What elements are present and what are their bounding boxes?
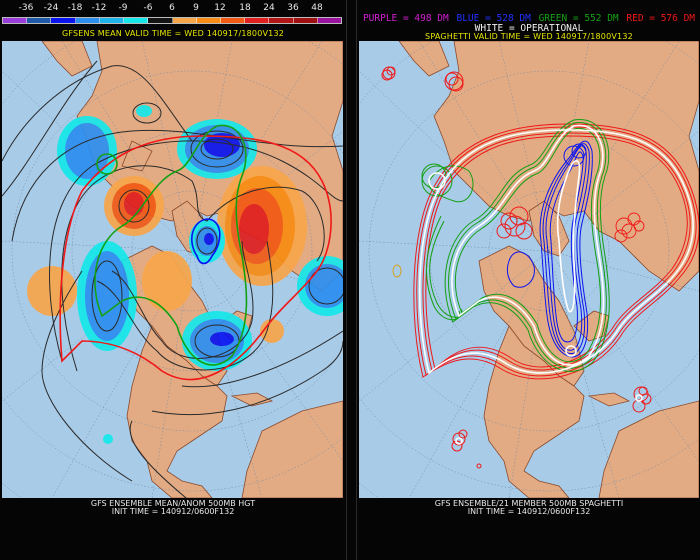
- legend-purple-498dm: PURPLE = 498 DM: [362, 13, 449, 24]
- legend-swatch: [148, 18, 173, 23]
- legend-color-bar: [2, 17, 342, 24]
- legend-tick: -24: [43, 3, 59, 13]
- ensemble-mean-panel: -36 -24 -18 -12 -9 -6 6 9 12 18 24 36 48…: [0, 0, 347, 560]
- spaghetti-498dm-isolated: [392, 264, 402, 278]
- legend-tick: 12: [214, 3, 226, 13]
- legend-swatch: [293, 18, 318, 23]
- height-contours: [2, 60, 343, 498]
- map-caption-init-time: INIT TIME = 140912/0600F132: [111, 507, 235, 516]
- spaghetti-528dm-blue: [506, 140, 593, 358]
- key-contours: [59, 124, 332, 381]
- legend-tick: -18: [67, 3, 83, 13]
- legend-swatch: [220, 18, 246, 23]
- operational-run-contours: [418, 124, 694, 445]
- legend-swatch: [269, 18, 294, 23]
- legend-swatch: [317, 18, 342, 23]
- legend-tick: -6: [143, 3, 153, 13]
- legend-swatch: [124, 18, 149, 23]
- legend-swatch: [27, 18, 52, 23]
- legend-tick: 9: [193, 3, 199, 13]
- legend-swatch: [3, 18, 28, 23]
- anomaly-color-legend: -36 -24 -18 -12 -9 -6 6 9 12 18 24 36 48: [2, 2, 342, 26]
- contour-528dm-blue: [191, 218, 221, 265]
- legend-tick-labels: -36 -24 -18 -12 -9 -6 6 9 12 18 24 36 48: [2, 2, 342, 15]
- legend-red-576dm: RED = 576 DM: [626, 13, 696, 24]
- map-caption-title: GFS ENSEMBLE MEAN/ANOM 500MB HGT: [90, 499, 256, 508]
- valid-time-label: SPAGHETTI VALID TIME = WED 140917/1800V1…: [425, 32, 633, 41]
- legend-swatch: [172, 18, 197, 23]
- contour-552dm-green-small: [96, 153, 118, 175]
- spaghetti-map: [359, 41, 699, 498]
- legend-green-552dm: GREEN = 552 DM: [538, 13, 619, 24]
- legend-tick: 24: [263, 3, 275, 13]
- mean-anomaly-map-graphic: [2, 41, 343, 498]
- valid-time-label: GFSENS MEAN VALID TIME = WED 140917/1800…: [61, 29, 285, 38]
- legend-swatch: [51, 18, 76, 23]
- legend-tick: 18: [239, 3, 251, 13]
- legend-tick: 36: [287, 3, 299, 13]
- land-layer: [398, 41, 699, 498]
- legend-swatch: [99, 18, 125, 23]
- map-caption-init-time: INIT TIME = 140912/0600F132: [467, 507, 591, 516]
- legend-swatch: [196, 18, 221, 23]
- legend-swatch: [75, 18, 100, 23]
- operational-legend: WHITE = OPERATIONAL: [474, 23, 584, 34]
- legend-tick: 6: [169, 3, 175, 13]
- legend-tick: -12: [91, 3, 107, 13]
- legend-swatch: [245, 18, 270, 23]
- spaghetti-panel: PURPLE = 498 DM BLUE = 528 DM GREEN = 55…: [356, 0, 700, 560]
- ensemble-mean-map: [2, 41, 343, 498]
- contour-552dm-green: [94, 124, 248, 366]
- spaghetti-576dm-red-scatter: [614, 212, 645, 243]
- legend-blue-528dm: BLUE = 528 DM: [456, 13, 531, 24]
- contour-576dm-red: [59, 135, 332, 381]
- map-caption-title: GFS ENSEMBLE/21 MEMBER 500MB SPAGHETTI: [434, 499, 624, 508]
- legend-tick: -9: [118, 3, 128, 13]
- spaghetti-map-graphic: [359, 41, 699, 498]
- legend-tick: 48: [311, 3, 323, 13]
- spaghetti-contour-legend: PURPLE = 498 DM BLUE = 528 DM GREEN = 55…: [357, 13, 700, 24]
- legend-tick: -36: [18, 3, 34, 13]
